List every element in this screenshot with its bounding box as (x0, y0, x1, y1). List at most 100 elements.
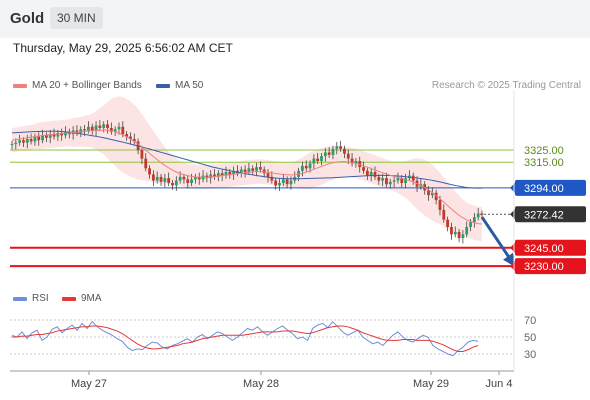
candle-body (385, 178, 388, 185)
candle-body (197, 176, 201, 180)
level-tag-3294.00 (515, 179, 586, 196)
rsi-ma-legend-label: 9MA (81, 293, 102, 304)
candle-body (129, 136, 132, 140)
level-tag-pointer (510, 208, 516, 221)
candle-body (171, 182, 174, 186)
candle-body (159, 176, 163, 182)
candle-body (251, 168, 255, 171)
bollinger-band-fill (12, 96, 482, 242)
rsi-line (11, 320, 479, 357)
candle-body (312, 158, 316, 164)
candle-body (117, 126, 121, 130)
rsi-legend-swatch (13, 297, 27, 301)
chart-datetime: Thursday, May 29, 2025 6:56:02 AM CET (13, 41, 233, 55)
rsi-panel: 70 50 30 (10, 315, 536, 361)
candle-body (400, 178, 404, 183)
candle-body (411, 175, 415, 181)
candle-body (148, 168, 151, 175)
candle-body (60, 132, 64, 136)
candle-body (186, 179, 190, 183)
candle-body (354, 160, 358, 164)
candle-body (465, 226, 469, 235)
candle-body (404, 178, 407, 183)
candle-body (18, 140, 22, 143)
level-label-3325.00: 3325.00 (524, 145, 564, 157)
candle-body (457, 231, 461, 238)
candle-body (140, 150, 144, 159)
candle-body (151, 174, 155, 181)
candle-body (56, 132, 60, 137)
candle-body (320, 156, 323, 161)
candle-body (469, 222, 472, 227)
candle-body (79, 129, 83, 133)
level-tag-pointer (510, 181, 516, 194)
candle-body (289, 180, 293, 185)
candle-body (362, 167, 365, 171)
candle-body (98, 125, 102, 129)
candle-body (155, 176, 159, 181)
candle-body (308, 163, 312, 169)
candle-body (346, 153, 350, 159)
candle-body (442, 209, 446, 220)
candle-body (22, 140, 25, 143)
candle-body (41, 135, 44, 141)
candle-body (430, 192, 434, 196)
candle-body (239, 169, 243, 174)
candle-body (10, 143, 14, 146)
candle-body (373, 171, 377, 177)
ma50-line (11, 130, 482, 189)
candle-body (247, 168, 251, 172)
ma20-legend-label: MA 20 + Bollinger Bands (32, 80, 142, 91)
candle-body (83, 129, 87, 131)
candle-body (113, 129, 117, 132)
level-label-3230.00: 3230.00 (524, 261, 564, 273)
candle-body (94, 125, 98, 131)
candle-body (33, 136, 37, 142)
time-tick-label-Jun-4: Jun 4 (486, 378, 513, 390)
ma20-legend-swatch (13, 84, 27, 88)
candle-body (450, 226, 453, 235)
bollinger-band (12, 96, 482, 242)
candle-body (232, 170, 236, 175)
candle-body (167, 178, 171, 183)
ma50-legend-label: MA 50 (175, 80, 204, 91)
rsi-legend-label: RSI (32, 293, 49, 304)
level-label-3272.42: 3272.42 (524, 209, 564, 221)
candle-body (392, 180, 396, 182)
candle-body (335, 146, 339, 149)
candle-body (48, 134, 52, 138)
candle-body (270, 176, 274, 181)
candle-body (461, 234, 465, 238)
candle-body (369, 171, 373, 176)
candle-body (255, 167, 258, 171)
ma50-legend-swatch (156, 84, 170, 88)
time-axis: May 27 May 28 May 29 Jun 4 (10, 90, 515, 390)
level-tag-3245.00 (515, 239, 586, 256)
candle-body (29, 139, 33, 142)
candle-body (163, 178, 167, 182)
candle-body (121, 126, 125, 135)
candle-body (480, 213, 484, 215)
moving-averages (11, 129, 483, 225)
time-tick-label-May-28: May 28 (243, 378, 279, 390)
candle-body (453, 231, 457, 235)
candle-body (438, 200, 442, 210)
candle-body (350, 158, 354, 164)
level-label-3315.00: 3315.00 (524, 157, 564, 169)
candle-body (266, 173, 270, 177)
level-label-3245.00: 3245.00 (524, 243, 564, 255)
candle-body (213, 174, 216, 177)
candle-body (52, 134, 56, 137)
timeframe-badge[interactable]: 30 MIN (50, 7, 103, 29)
rsi-tick-70: 70 (524, 315, 536, 327)
candle-body (14, 142, 18, 144)
candle-body (132, 139, 136, 142)
candle-body (174, 180, 178, 186)
candle-body (258, 167, 262, 170)
candle-body (343, 148, 346, 154)
candle-body (339, 146, 343, 149)
candle-body (44, 135, 48, 138)
candle-body (243, 169, 247, 172)
